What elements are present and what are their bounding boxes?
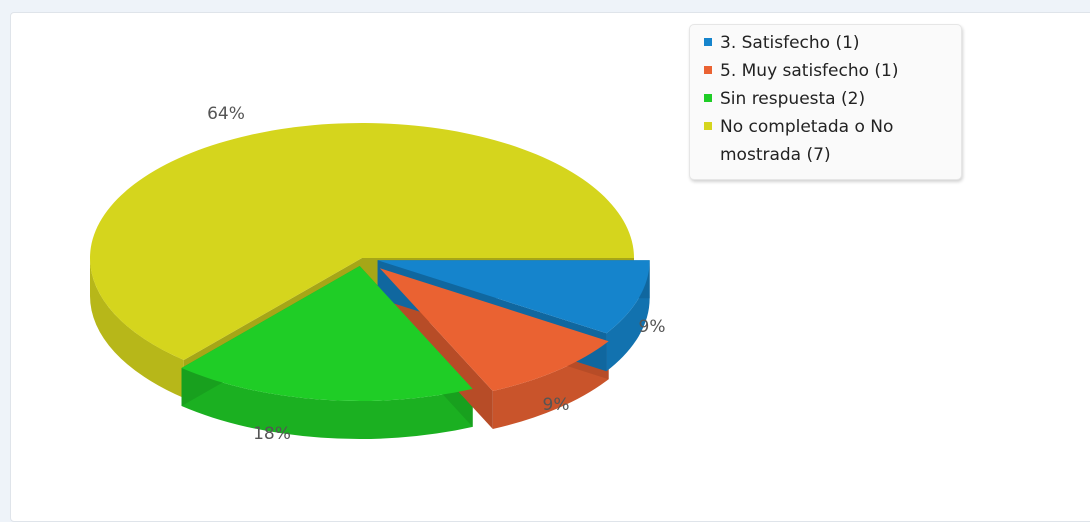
legend-item-no-completada[interactable]: No completada o No mostrada (7): [704, 113, 953, 169]
legend-item-muy-satisfecho[interactable]: 5. Muy satisfecho (1): [704, 57, 953, 85]
pie-side-no-completada-o-no-mostrada: [89, 258, 184, 399]
legend-item-sin-respuesta[interactable]: Sin respuesta (2): [704, 85, 953, 113]
legend-label-no-completada: No completada o No mostrada (7): [720, 117, 894, 165]
legend-label-muy-satisfecho: 5. Muy satisfecho (1): [720, 61, 899, 81]
pie-side-sin-respuesta: [181, 368, 473, 440]
pie-label-no-completada-o-no-mostrada: 64%: [207, 104, 245, 124]
pie-slice-3-satisfecho[interactable]: [377, 260, 650, 334]
pie-chart: 9% 9% 18% 64%: [89, 104, 666, 444]
legend-swatch-muy-satisfecho: [704, 66, 712, 74]
pie-slice-5-muy-satisfecho[interactable]: [379, 268, 609, 392]
pie-label-3-satisfecho: 9%: [639, 317, 666, 337]
pie-side-3-satisfecho: [606, 260, 650, 372]
legend-label-satisfecho: 3. Satisfecho (1): [720, 33, 860, 53]
pie-label-5-muy-satisfecho: 9%: [543, 395, 570, 415]
legend-label-sin-respuesta: Sin respuesta (2): [720, 89, 866, 109]
legend-swatch-no-completada: [704, 122, 712, 130]
legend-swatch-sin-respuesta: [704, 94, 712, 102]
pie-slice-no-completada-o-no-mostrada[interactable]: [89, 122, 635, 361]
pie-label-sin-respuesta: 18%: [253, 424, 291, 444]
chart-legend: 3. Satisfecho (1) 5. Muy satisfecho (1) …: [689, 24, 962, 180]
legend-swatch-satisfecho: [704, 38, 712, 46]
legend-item-satisfecho[interactable]: 3. Satisfecho (1): [704, 29, 953, 57]
pie-slice-sin-respuesta[interactable]: [181, 266, 473, 402]
